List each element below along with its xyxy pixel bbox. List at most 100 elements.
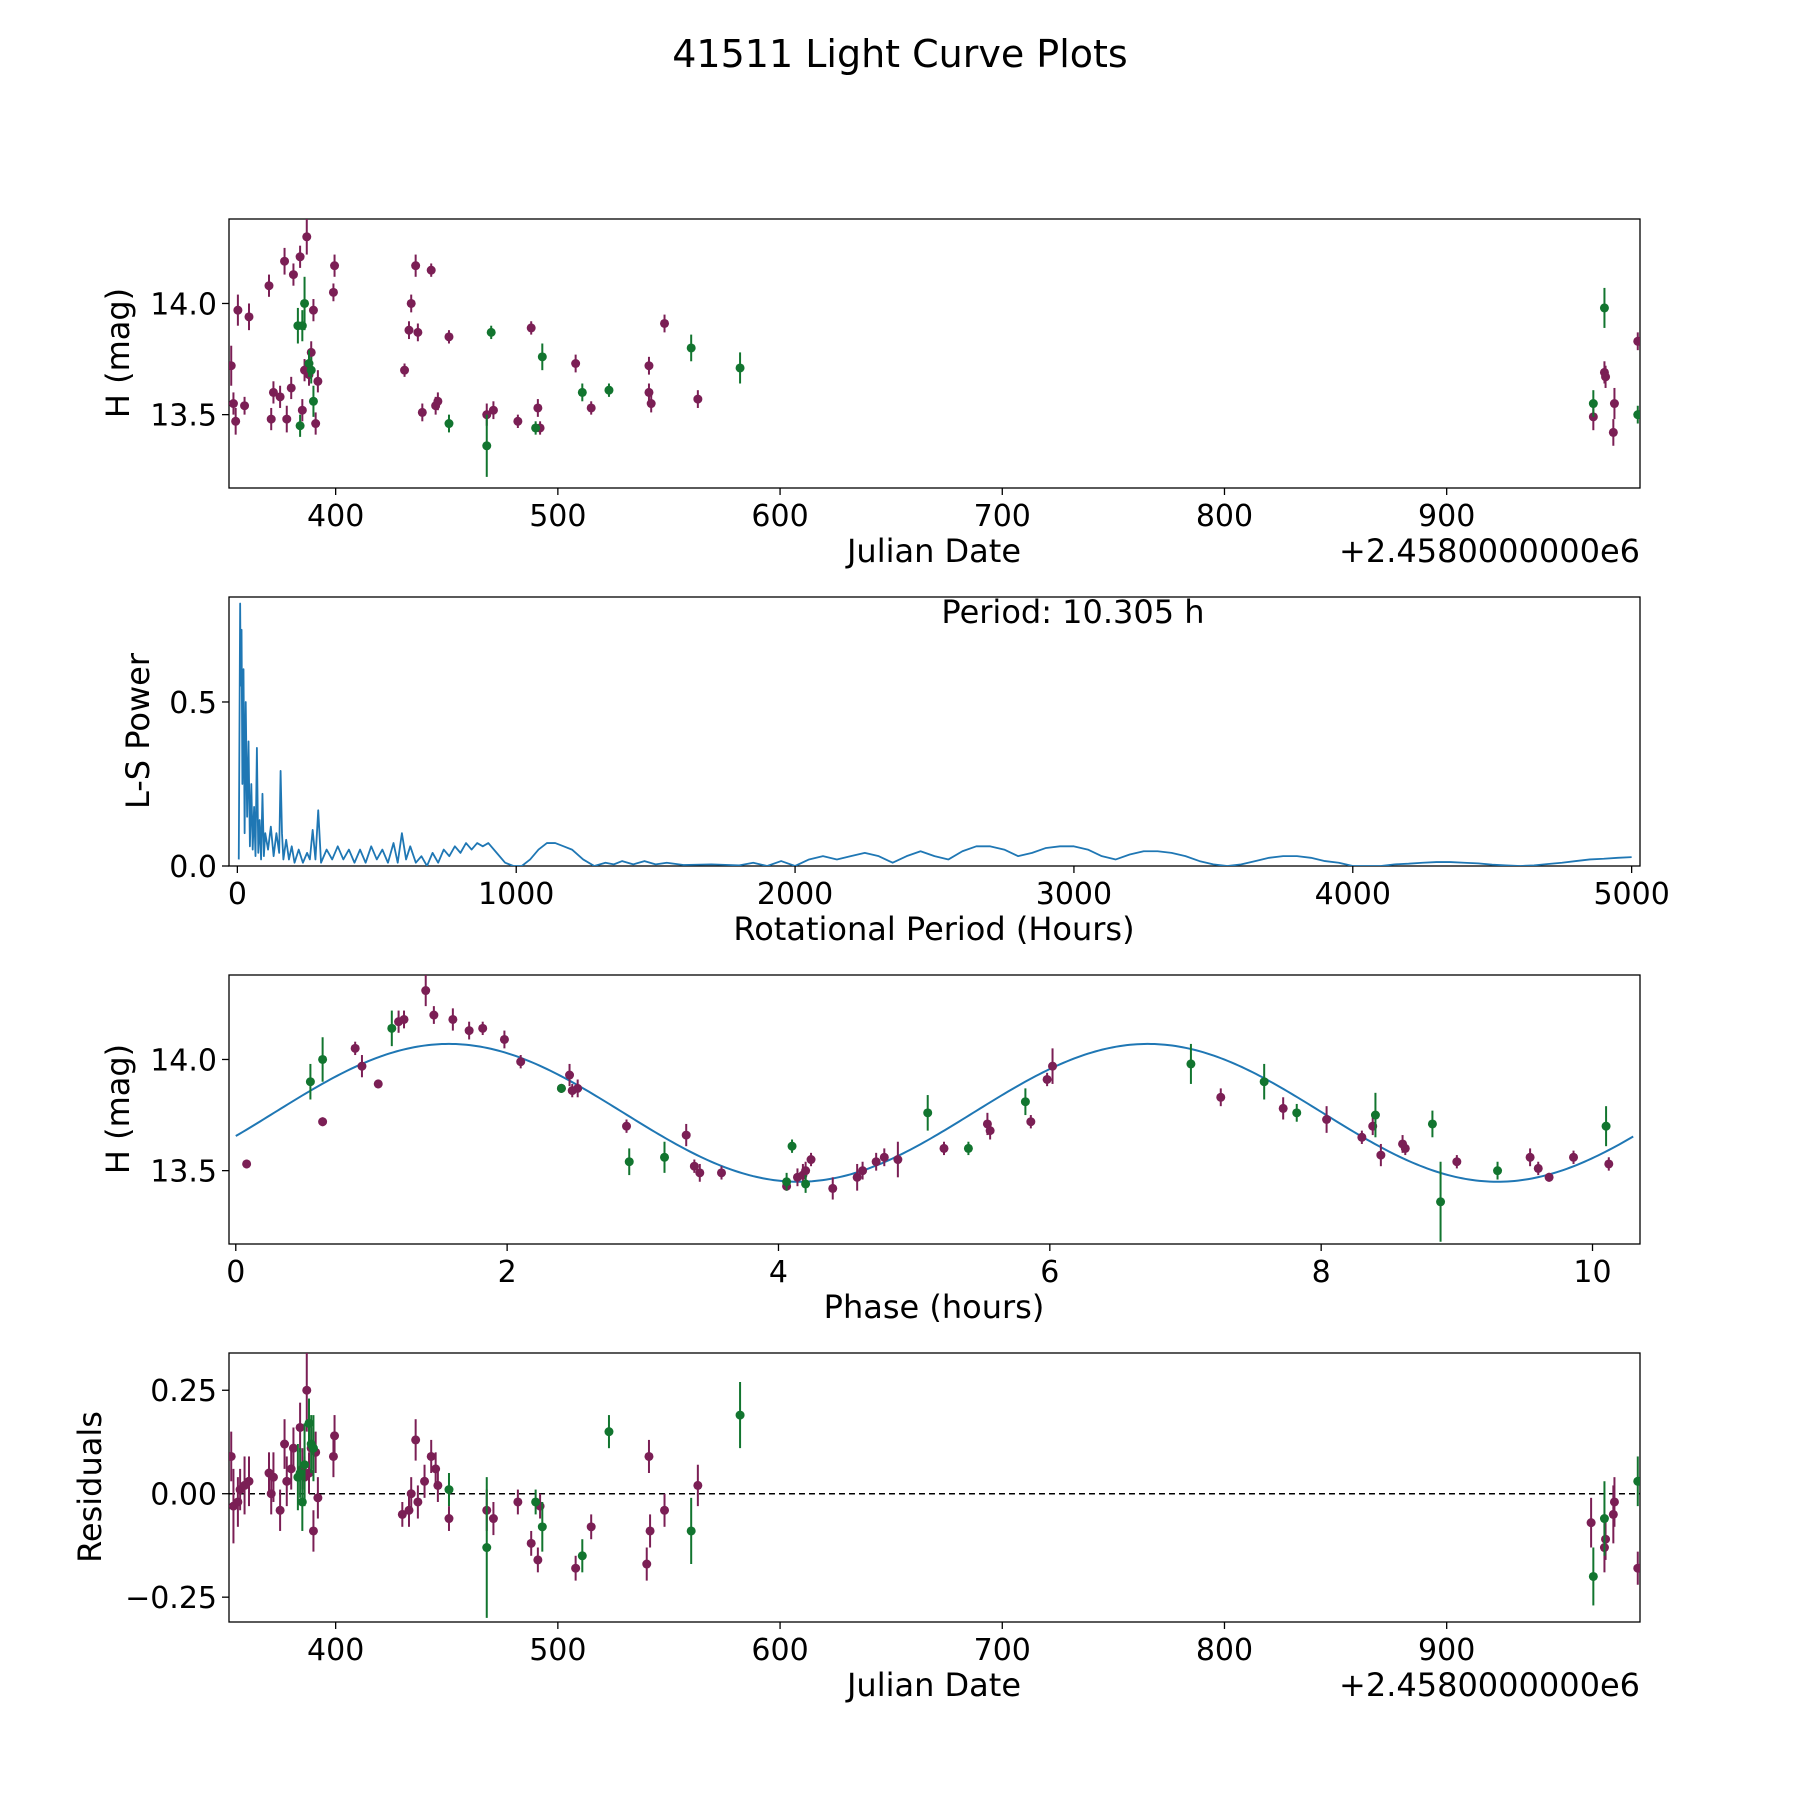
residuals-marker [313, 1493, 323, 1503]
lightcurve-marker [571, 359, 581, 369]
phased-marker [1322, 1115, 1332, 1125]
lightcurve-marker [406, 298, 416, 308]
phased-green-point [1259, 1063, 1269, 1100]
lightcurve-marker [1588, 399, 1598, 409]
phased-purple-point [573, 1079, 583, 1098]
residuals-marker [308, 1526, 318, 1536]
lightcurve-purple-point [586, 401, 596, 415]
phased-marker [1601, 1121, 1611, 1131]
residuals-marker [735, 1410, 745, 1420]
phased-marks [235, 975, 1634, 1242]
residuals-marker [1608, 1509, 1618, 1519]
phased-marker [464, 1026, 474, 1036]
phased-axes-frame [228, 974, 1641, 1245]
lightcurve-marker [302, 232, 312, 242]
lightcurve-marker [537, 352, 547, 362]
phased-purple-point [357, 1055, 367, 1078]
lightcurve-marker [400, 365, 410, 375]
lightcurve-purple-point [313, 370, 323, 393]
lightcurve-marker [233, 305, 243, 315]
phased-purple-point [622, 1119, 632, 1133]
lightcurve-marker [604, 385, 614, 395]
lightcurve-marker [486, 327, 496, 337]
phased-purple-point [1533, 1161, 1543, 1176]
residuals-marker [288, 1443, 298, 1453]
phased-marker [1020, 1097, 1030, 1107]
phased-purple-point [1544, 1172, 1554, 1182]
residuals-marker [302, 1385, 312, 1395]
lightcurve-green-point [1633, 405, 1640, 424]
residuals-purple-point [268, 1452, 278, 1502]
phased-marker [305, 1077, 315, 1087]
lightcurve-purple-point [513, 414, 523, 428]
lightcurve-purple-point [433, 392, 443, 411]
lightcurve-marker [444, 332, 454, 342]
residuals-marker [229, 1451, 236, 1461]
lightcurve-marker [311, 419, 321, 429]
lightcurve-purple-point [302, 219, 312, 255]
phased-purple-point [1357, 1130, 1367, 1144]
lightcurve-purple-point [693, 390, 703, 408]
lightcurve-marker [1633, 410, 1640, 420]
phased-green-point [782, 1172, 792, 1191]
residuals-purple-point [1601, 1518, 1611, 1560]
lightcurve-marker [244, 312, 254, 322]
lightcurve-x-ticks: 400 500 600 700 800 900 [307, 488, 1475, 534]
lightcurve-green-point [308, 385, 318, 417]
phased-purple-point [939, 1141, 949, 1156]
phased-purple-point [871, 1152, 881, 1171]
lightcurve-marker [646, 399, 656, 409]
residuals-green-point [300, 1423, 310, 1507]
residuals-purple-point [295, 1402, 305, 1453]
lightcurve-purple-point [229, 345, 236, 386]
lightcurve-x-tick-label: 400 [307, 499, 364, 534]
phased-purple-point [516, 1055, 526, 1069]
phased-marker [1259, 1077, 1269, 1087]
lightcurve-marks [229, 219, 1640, 477]
phased-purple-point [858, 1161, 868, 1180]
lightcurve-purple-point [295, 245, 305, 268]
lightcurve-marker [1608, 427, 1618, 437]
residuals-purple-point [644, 1439, 654, 1474]
lightcurve-marker [313, 376, 323, 386]
residuals-green-point [482, 1477, 492, 1618]
residuals-marker [1586, 1518, 1596, 1528]
phased-marker [242, 1159, 252, 1169]
lightcurve-marker [282, 414, 292, 424]
residuals-y-tick-label: 0.00 [150, 1478, 217, 1513]
periodogram-x-tick-label: 3000 [1036, 877, 1112, 912]
phased-marker [478, 1023, 488, 1033]
phased-marker [689, 1161, 699, 1171]
lightcurve-y-tick-label: 13.5 [150, 399, 217, 434]
periodogram-annotation: Period: 10.305 h [941, 593, 1204, 631]
residuals-y-ticks: −0.25 0.00 0.25 [125, 1374, 229, 1616]
lightcurve-marker [275, 392, 285, 402]
lightcurve-marker [306, 365, 316, 375]
residuals-marker [300, 1460, 310, 1470]
phased-marker [871, 1157, 881, 1167]
residuals-green-point [531, 1489, 541, 1515]
phased-purple-point [695, 1163, 705, 1182]
lightcurve-purple-point [231, 407, 241, 435]
residuals-marker [420, 1476, 430, 1486]
phased-green-point [1493, 1161, 1503, 1180]
lightcurve-marker [686, 343, 696, 353]
residuals-marker [433, 1480, 443, 1490]
residuals-plot-area [229, 1353, 1640, 1618]
lightcurve-marker [229, 399, 238, 409]
periodogram-x-tick-label: 5000 [1593, 877, 1669, 912]
lightcurve-marker [482, 441, 492, 451]
lightcurve-marker [693, 394, 703, 404]
phased-purple-point [429, 1006, 439, 1024]
residuals-green-point [686, 1497, 696, 1565]
lightcurve-marker [266, 414, 276, 424]
phased-marker [1216, 1092, 1226, 1102]
lightcurve-purple-point [404, 321, 414, 340]
residuals-marker [308, 1443, 318, 1453]
lightcurve-marker [308, 305, 318, 315]
phased-marker [858, 1166, 868, 1176]
lightcurve-purple-point [426, 263, 436, 277]
phased-panel: 0 2 4 6 8 10 13.5 14.0 Phase (hours) H (mag) [99, 974, 1641, 1326]
phased-marker [1427, 1119, 1437, 1129]
residuals-x-tick-label: 500 [529, 1633, 586, 1668]
